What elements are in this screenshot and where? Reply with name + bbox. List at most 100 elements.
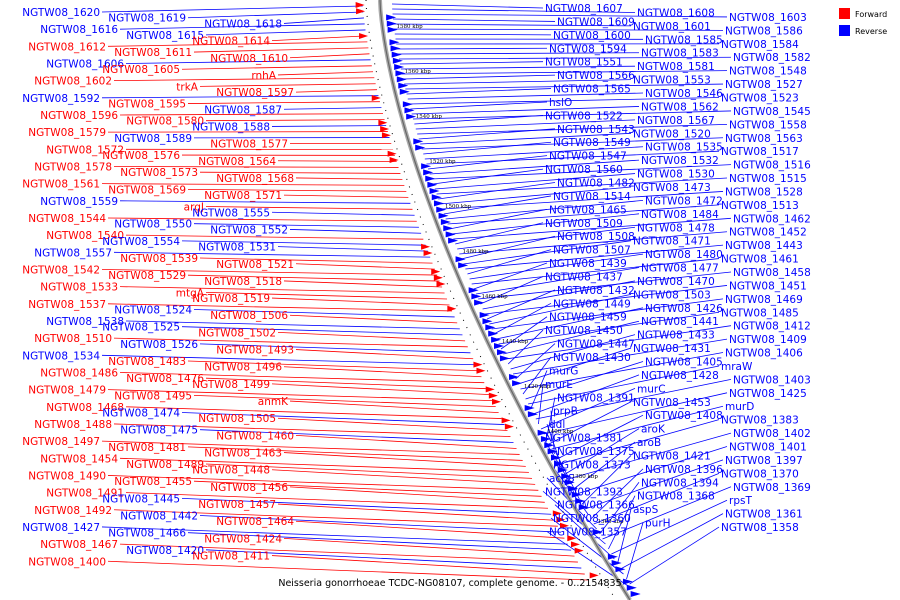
connector-line bbox=[420, 132, 632, 145]
connector-line bbox=[187, 360, 479, 372]
gene-label-left: NGTW08_1455 bbox=[114, 476, 192, 488]
connector-line bbox=[289, 486, 545, 503]
connector-line bbox=[397, 47, 548, 50]
gene-label-right: mraW bbox=[721, 361, 753, 373]
gene-label-left: rnhA bbox=[251, 70, 276, 82]
gene-label-left: NGTW08_1618 bbox=[204, 18, 282, 30]
gene-label-right: NGTW08_1530 bbox=[637, 169, 715, 181]
gene-label-left: NGTW08_1605 bbox=[102, 64, 180, 76]
connector-line bbox=[181, 412, 505, 425]
connector-line bbox=[465, 244, 724, 270]
forward-gene-glyph bbox=[380, 126, 390, 132]
gene-label-right: NGTW08_1381 bbox=[545, 433, 623, 445]
connector-line bbox=[205, 119, 385, 122]
gene-label-right: NGTW08_1369 bbox=[733, 482, 811, 494]
reverse-gene-glyph bbox=[398, 82, 409, 89]
connector-line bbox=[181, 326, 463, 336]
connector-line bbox=[187, 274, 440, 282]
connector-line bbox=[551, 405, 724, 450]
gene-label-left: NGTW08_1577 bbox=[210, 139, 288, 151]
connector-line bbox=[107, 217, 417, 222]
gene-label-right: NGTW08_1548 bbox=[729, 66, 807, 78]
gene-label-left: NGTW08_1483 bbox=[108, 356, 186, 368]
gene-label-left: NGTW08_1538 bbox=[46, 316, 124, 328]
reverse-gene-glyph bbox=[448, 237, 459, 244]
reverse-gene-glyph bbox=[540, 436, 551, 442]
gene-label-right: NGTW08_1402 bbox=[733, 428, 811, 440]
connector-line bbox=[277, 246, 428, 252]
gene-label-left: NGTW08_1479 bbox=[28, 385, 106, 397]
forward-gene-glyph bbox=[570, 541, 580, 548]
connector-line bbox=[473, 262, 548, 290]
reverse-gene-glyph bbox=[391, 51, 402, 58]
gene-label-left: NGTW08_1596 bbox=[40, 110, 118, 122]
forward-gene-glyph bbox=[371, 95, 381, 101]
gene-label-left: NGTW08_1620 bbox=[22, 7, 100, 19]
connector-line bbox=[119, 23, 365, 30]
connector-line bbox=[125, 320, 460, 330]
gene-label-left: NGTW08_1489 bbox=[126, 459, 204, 471]
connector-line bbox=[199, 429, 514, 443]
reverse-gene-glyph bbox=[471, 293, 482, 300]
gene-label-right: NGTW08_1560 bbox=[545, 164, 623, 176]
forward-gene-glyph bbox=[381, 132, 391, 139]
forward-gene-glyph bbox=[485, 386, 495, 393]
gene-label-left: NGTW08_1595 bbox=[108, 99, 186, 111]
gene-label-left: NGTW08_1493 bbox=[216, 345, 294, 357]
gene-label-left: NGTW08_1610 bbox=[210, 53, 288, 65]
figure-caption: Neisseria gonorrhoeae TCDC-NG08107, comp… bbox=[278, 578, 621, 589]
gene-label-left: NGTW08_1616 bbox=[40, 24, 118, 36]
gene-label-left: NGTW08_1464 bbox=[216, 516, 294, 528]
backbone-line bbox=[379, 0, 631, 600]
connector-line bbox=[505, 325, 732, 360]
gene-label-right: NGTW08_1470 bbox=[637, 276, 715, 288]
legend-reverse-swatch bbox=[839, 25, 850, 36]
gene-label-left: NGTW08_1476 bbox=[126, 373, 204, 385]
connector-line bbox=[449, 208, 548, 230]
connector-line bbox=[187, 446, 523, 461]
gene-label-right: NGTW08_1433 bbox=[637, 330, 715, 342]
connector-line bbox=[205, 377, 488, 390]
connector-line bbox=[205, 549, 582, 569]
connector-line bbox=[205, 291, 448, 300]
gene-label-right: NGTW08_1430 bbox=[553, 352, 631, 364]
gene-label-left: NGTW08_1576 bbox=[102, 150, 180, 162]
gene-label-right: NGTW08_1482 bbox=[557, 178, 635, 190]
connector-line bbox=[533, 374, 640, 415]
connector-line bbox=[611, 499, 728, 555]
connector-line bbox=[187, 101, 380, 104]
connector-line bbox=[119, 200, 411, 204]
kbp-tick-label: 1400 kbp bbox=[547, 429, 574, 435]
connector-line bbox=[277, 332, 466, 342]
gene-label-right: NGTW08_1458 bbox=[733, 267, 811, 279]
connector-line bbox=[443, 195, 552, 215]
forward-gene-glyph bbox=[560, 522, 570, 529]
gene-label-right: NGTW08_1527 bbox=[725, 79, 803, 91]
gene-label-right: NGTW08_1553 bbox=[633, 75, 711, 87]
gene-label-right: NGTW08_1563 bbox=[725, 133, 803, 145]
forward-gene-glyph bbox=[567, 535, 577, 542]
kbp-tick-label: 1420 kbp bbox=[524, 384, 551, 390]
gene-label-right: NGTW08_1517 bbox=[721, 146, 799, 158]
reverse-gene-glyph bbox=[395, 70, 406, 77]
reverse-gene-glyph bbox=[436, 206, 447, 213]
connector-line bbox=[283, 366, 482, 378]
connector-lines bbox=[101, 3, 732, 590]
reverse-gene-glyph bbox=[425, 175, 436, 182]
gene-label-right: NGTW08_1546 bbox=[645, 88, 723, 100]
kbp-tick-label: 1560 kbp bbox=[405, 69, 432, 75]
gene-label-left: NGTW08_1506 bbox=[210, 310, 288, 322]
reverse-gene-glyph bbox=[440, 219, 451, 225]
gene-label-right: NGTW08_1558 bbox=[729, 119, 807, 131]
gene-label-left: NGTW08_1571 bbox=[204, 190, 282, 202]
gene-label-left: NGTW08_1587 bbox=[204, 104, 282, 116]
connector-line bbox=[471, 258, 720, 285]
gene-label-left: NGTW08_1540 bbox=[46, 230, 124, 242]
gene-label-right: NGTW08_1514 bbox=[553, 191, 631, 203]
reverse-gene-glyph bbox=[512, 380, 523, 387]
gene-label-left: NGTW08_1542 bbox=[22, 264, 100, 276]
connector-line bbox=[277, 503, 555, 521]
reverse-gene-glyph bbox=[568, 485, 579, 492]
connector-line bbox=[620, 513, 724, 570]
forward-gene-glyph bbox=[488, 392, 498, 399]
